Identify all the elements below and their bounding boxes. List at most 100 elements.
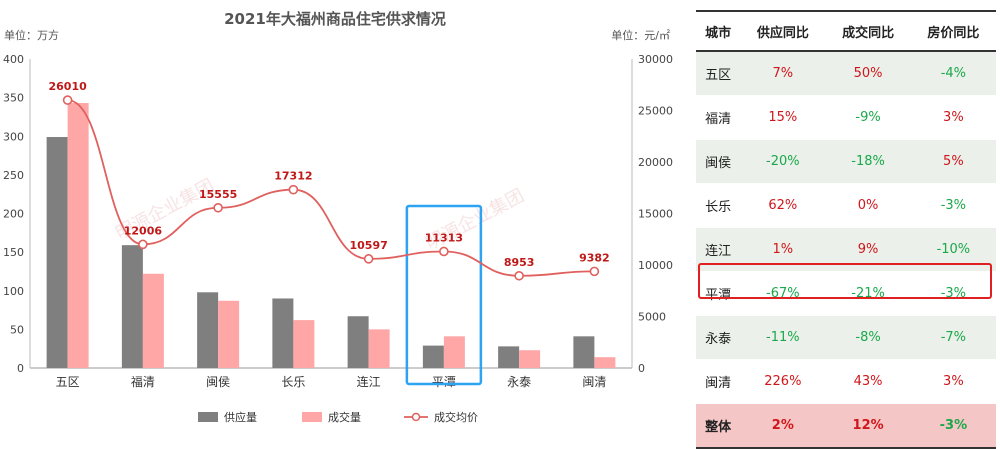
y-left-tick-label: 350 (3, 92, 24, 105)
header-supply-yoy: 供应同比 (740, 10, 826, 52)
x-tick-label: 连江 (357, 374, 381, 389)
legend-swatch-supply (198, 412, 218, 422)
cell-price: -10% (910, 227, 996, 272)
y-right-unit-label: 单位：元/㎡ (611, 28, 670, 42)
x-tick-label: 闽侯 (206, 375, 230, 389)
cell-city: 五区 (696, 51, 741, 96)
cell-deal: -21% (825, 271, 911, 316)
price-point (363, 254, 374, 264)
cell-supply: 226% (740, 359, 826, 404)
y-right-tick-label: 30000 (638, 53, 673, 66)
price-data-label: 11313 (425, 231, 463, 244)
header-city: 城市 (696, 10, 741, 52)
deal-bar (368, 329, 390, 368)
table-row: 闽清 226% 43% 3% (696, 359, 996, 404)
price-data-label: 12006 (124, 224, 163, 237)
deal-bar (293, 320, 315, 368)
table-row: 连江 1% 9% -10% (696, 227, 996, 272)
cell-supply: -20% (740, 139, 826, 184)
cell-price: 3% (910, 95, 996, 140)
highlight-category-box (405, 204, 483, 386)
cell-deal: 50% (825, 51, 911, 96)
deal-bar (142, 273, 164, 368)
table-header-row: 城市 供应同比 成交同比 房价同比 (696, 10, 996, 52)
cell-deal: 43% (825, 359, 911, 404)
price-point (213, 202, 223, 213)
cell-city: 长乐 (696, 183, 741, 228)
y-right-tick-label: 10000 (638, 259, 673, 272)
y-left-tick-label: 400 (3, 53, 24, 66)
header-deal-yoy: 成交同比 (825, 10, 911, 52)
x-tick-label: 闽清 (582, 375, 606, 389)
legend-label-supply: 供应量 (224, 410, 257, 424)
cell-deal: 0% (825, 183, 911, 228)
x-tick-label: 福清 (131, 374, 155, 389)
deal-bar (519, 350, 541, 368)
table-row: 永泰 -11% -8% -7% (696, 315, 996, 360)
cell-city: 平潭 (696, 271, 741, 316)
y-right-tick-label: 15000 (638, 208, 673, 221)
price-data-label: 17312 (274, 170, 312, 183)
cell-supply: 15% (740, 95, 826, 140)
y-right-tick-label: 20000 (638, 156, 673, 169)
cell-supply: 2% (740, 403, 826, 449)
table-row: 五区 7% 50% -4% (696, 51, 996, 96)
cell-price: 5% (910, 139, 996, 184)
price-data-label: 10597 (349, 239, 387, 252)
legend-swatch-deal (302, 412, 322, 422)
price-point (514, 270, 524, 281)
cell-supply: 7% (740, 51, 826, 96)
cell-price: -3% (910, 183, 996, 228)
cell-deal: -18% (825, 139, 911, 184)
cell-city: 整体 (696, 403, 741, 449)
header-price-yoy: 房价同比 (910, 10, 996, 52)
y-left-tick-label: 150 (3, 246, 24, 259)
y-left-tick-label: 50 (10, 323, 24, 336)
table-row: 平潭 -67% -21% -3% (696, 271, 996, 316)
chart-title: 2021年大福州商品住宅供求情况 (224, 10, 446, 28)
cell-supply: 62% (740, 183, 826, 228)
table-total-row: 整体 2% 12% -3% (696, 403, 996, 449)
price-data-label: 15555 (199, 188, 237, 201)
cell-price: -7% (910, 315, 996, 360)
y-right-tick-label: 25000 (638, 105, 673, 118)
price-point (589, 266, 600, 277)
legend-marker-price (411, 412, 421, 422)
supply-bar (197, 292, 219, 368)
deal-bar (218, 300, 240, 368)
legend-label-deal: 成交量 (328, 410, 361, 424)
y-left-tick-label: 100 (3, 285, 24, 298)
cell-city: 闽侯 (696, 139, 741, 184)
supply-bar (46, 137, 68, 368)
table-row: 长乐 62% 0% -3% (696, 183, 996, 228)
price-data-label: 8953 (504, 256, 535, 269)
table-row: 福清 15% -9% 3% (696, 95, 996, 140)
cell-deal: 12% (825, 403, 911, 449)
y-left-tick-label: 250 (3, 169, 24, 182)
deal-bar (443, 336, 465, 368)
x-tick-label: 长乐 (281, 375, 305, 389)
table-body: 五区 7% 50% -4% 福清 15% -9% 3% 闽侯 -20% -18% 5% 长乐 62% 0% -… (696, 51, 996, 449)
price-line (67, 99, 595, 277)
deal-bar (67, 103, 89, 368)
supply-bar (347, 316, 369, 368)
price-point (138, 239, 148, 250)
x-tick-label: 永泰 (507, 375, 531, 389)
price-data-label: 26010 (48, 80, 87, 93)
price-point (62, 95, 73, 105)
cell-price: -3% (910, 403, 996, 449)
cell-deal: -8% (825, 315, 911, 360)
supply-bar (498, 346, 520, 368)
y-left-tick-label: 0 (17, 362, 24, 375)
cell-price: -3% (910, 271, 996, 316)
cell-price: -4% (910, 51, 996, 96)
x-tick-label: 五区 (56, 375, 80, 389)
yoy-table-container: 城市 供应同比 成交同比 房价同比 五区 7% 50% -4% 福清 15% -9% 3% 闽侯… (696, 10, 996, 449)
cell-price: 3% (910, 359, 996, 404)
cell-city: 闽清 (696, 359, 741, 404)
cell-supply: 1% (740, 227, 826, 272)
cell-deal: 9% (825, 227, 911, 272)
y-left-unit-label: 单位：万方 (4, 28, 59, 42)
y-left-tick-label: 300 (3, 130, 24, 143)
